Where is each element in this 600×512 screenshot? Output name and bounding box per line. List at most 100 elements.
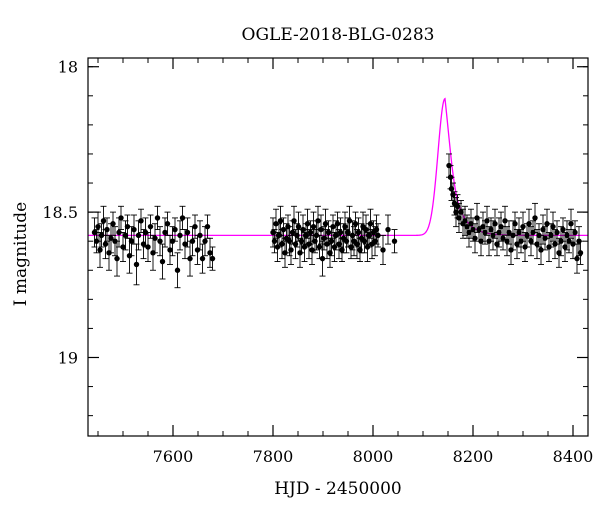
data-point <box>322 208 329 239</box>
data-point <box>108 223 114 254</box>
data-marker <box>328 238 335 244</box>
y-axis-label: I magnitude <box>11 202 31 306</box>
data-point <box>138 208 144 233</box>
data-marker <box>492 221 498 227</box>
data-marker <box>363 226 369 233</box>
data-marker <box>135 232 142 239</box>
data-marker <box>562 244 568 250</box>
data-marker <box>295 223 302 230</box>
data-marker <box>496 229 502 236</box>
data-marker <box>179 215 186 221</box>
data-marker <box>577 250 584 256</box>
data-point <box>367 208 374 239</box>
data-marker <box>128 238 135 244</box>
data-marker <box>490 232 496 239</box>
data-marker <box>280 226 287 233</box>
data-marker <box>564 232 570 239</box>
data-point <box>572 220 578 245</box>
data-point <box>118 205 124 231</box>
data-marker <box>504 238 510 244</box>
data-marker <box>159 258 166 265</box>
data-marker <box>458 209 464 215</box>
data-point <box>484 205 490 236</box>
plot-frame <box>87 57 589 437</box>
data-marker <box>526 221 532 227</box>
model-curve <box>88 97 588 237</box>
data-marker <box>307 229 314 236</box>
data-point <box>352 211 359 236</box>
data-marker <box>524 232 530 239</box>
axes: 7600 7800 8000 8200 8400 18 18.5 19 <box>42 57 593 466</box>
data-marker <box>310 223 317 230</box>
data-point <box>562 232 568 262</box>
data-marker <box>506 229 512 236</box>
data-point <box>174 252 181 289</box>
data-point <box>177 220 183 251</box>
data-marker <box>516 229 522 236</box>
data-point <box>199 243 206 274</box>
data-point <box>363 214 369 245</box>
data-point <box>197 220 203 251</box>
data-marker <box>277 218 284 224</box>
data-marker <box>464 223 470 230</box>
data-marker <box>110 221 116 227</box>
data-marker <box>204 223 211 230</box>
data-point <box>116 217 122 248</box>
data-marker <box>337 229 344 236</box>
data-point <box>468 208 474 239</box>
data-marker <box>342 223 348 230</box>
data-marker <box>484 218 490 224</box>
data-marker <box>500 235 506 241</box>
data-marker <box>488 226 494 233</box>
data-marker <box>550 223 556 230</box>
data-marker <box>355 229 362 236</box>
data-marker <box>202 238 208 244</box>
data-marker <box>520 223 526 230</box>
data-point <box>325 220 332 245</box>
data-marker <box>391 238 398 244</box>
data-point <box>375 223 381 248</box>
data-point <box>456 202 462 233</box>
data-point <box>334 211 341 236</box>
data-point <box>476 217 482 242</box>
data-marker <box>118 215 124 221</box>
data-point <box>309 234 315 265</box>
data-point <box>167 234 173 265</box>
data-point <box>128 226 135 257</box>
data-marker <box>114 255 120 262</box>
data-point <box>120 232 126 262</box>
data-marker <box>316 244 323 250</box>
data-marker <box>476 226 482 233</box>
data-marker <box>560 226 566 233</box>
data-marker <box>162 229 168 236</box>
data-marker <box>145 244 151 250</box>
data-marker <box>534 241 540 247</box>
data-point <box>355 217 362 248</box>
data-marker <box>157 238 163 244</box>
data-point <box>207 237 213 268</box>
data-marker <box>334 221 341 227</box>
data-marker <box>538 247 544 253</box>
data-point <box>271 229 278 254</box>
data-point <box>277 205 284 236</box>
data-point <box>95 211 101 242</box>
data-marker <box>325 229 332 236</box>
y-tick-label: 18 <box>58 58 78 77</box>
data-marker <box>184 229 191 236</box>
data-point <box>187 240 193 277</box>
data-marker <box>315 218 321 224</box>
chart-title: OGLE-2018-BLG-0283 <box>242 25 435 45</box>
data-marker <box>197 232 203 239</box>
data-marker <box>304 221 311 227</box>
data-marker <box>182 241 188 247</box>
data-point <box>291 205 297 236</box>
data-point <box>520 211 526 242</box>
data-marker <box>352 221 359 227</box>
data-marker <box>514 241 520 247</box>
data-marker <box>207 250 213 256</box>
data-point <box>482 220 488 245</box>
data-marker <box>97 247 103 253</box>
data-marker <box>167 247 173 253</box>
